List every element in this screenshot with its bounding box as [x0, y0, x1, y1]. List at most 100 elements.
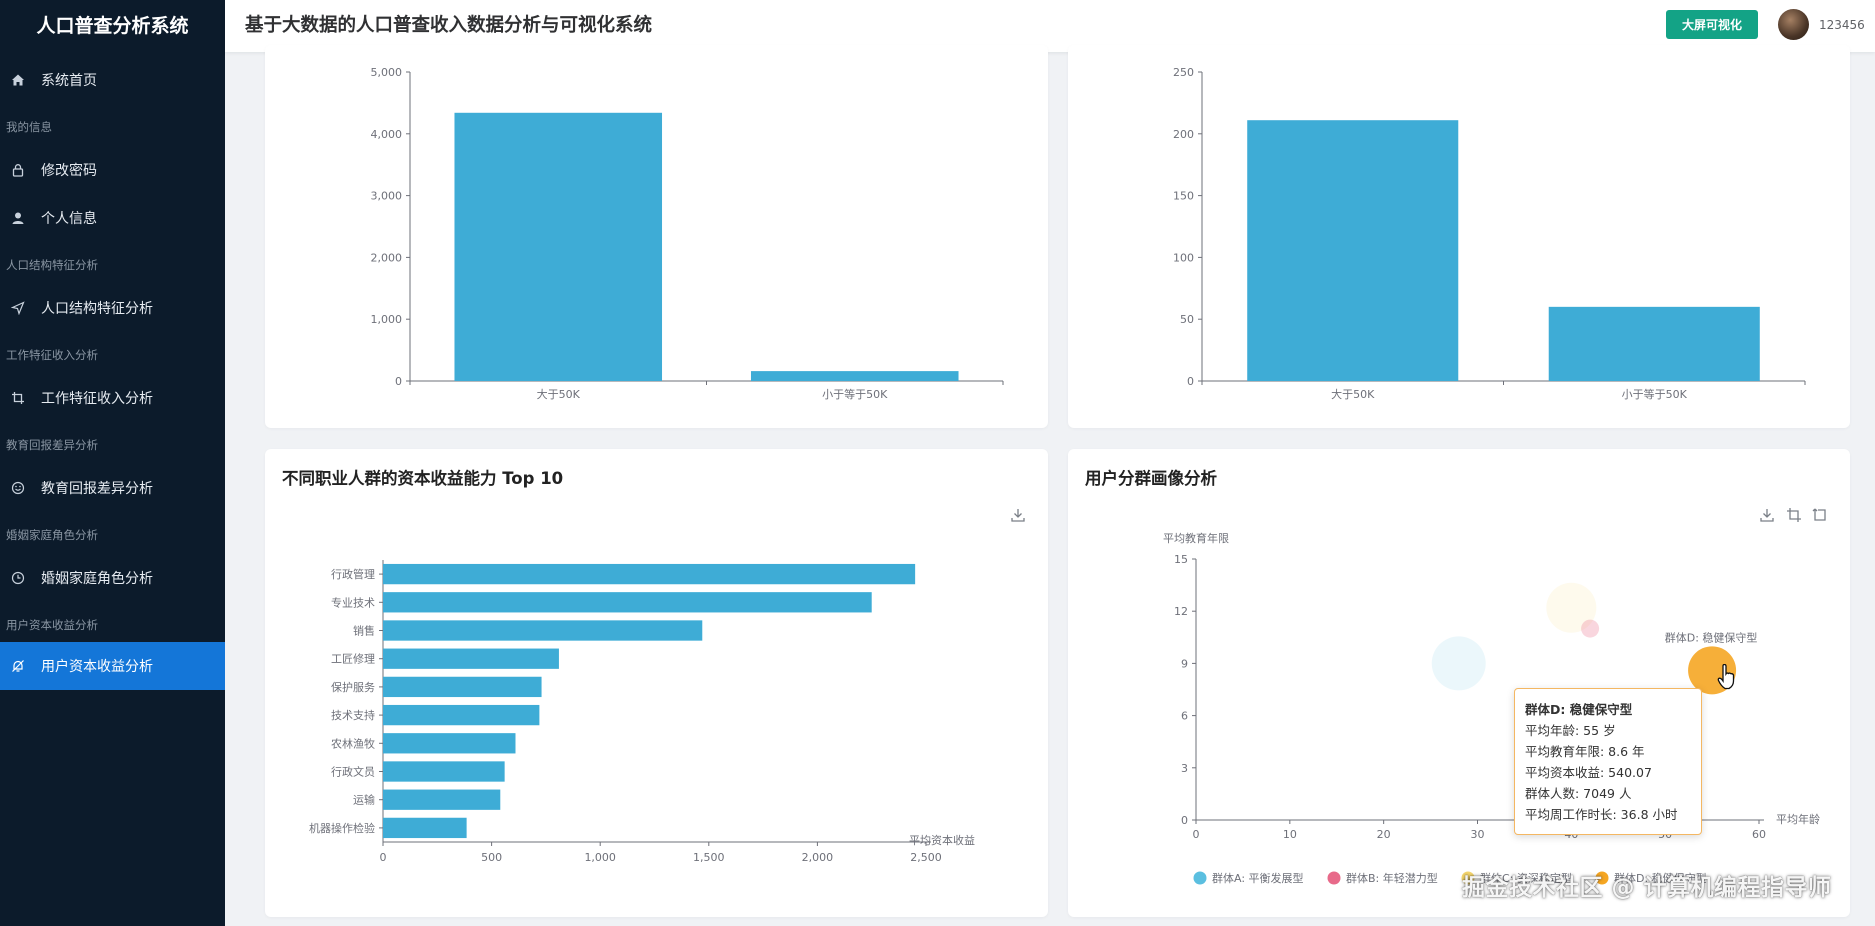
zoom-reset-icon[interactable]: [1811, 507, 1827, 523]
y-tick-label: 0: [1181, 814, 1188, 827]
bubble-point: [1431, 636, 1486, 691]
x-tick-label: 30: [1471, 828, 1485, 841]
download-icon[interactable]: [1010, 507, 1026, 523]
y-tick-label: 3: [1181, 762, 1188, 775]
bar: [750, 371, 959, 381]
tooltip-line: 平均资本收益: 540.07: [1525, 765, 1652, 780]
watermark: 掘金技术社区 @ 计算机编程指导师: [1462, 875, 1832, 901]
big-screen-button[interactable]: 大屏可视化: [1666, 10, 1758, 39]
x-axis-title: 平均资本收益: [909, 833, 975, 847]
sidebar-group-label: 教育回报差异分析: [6, 438, 98, 452]
sidebar-item-label: 人口结构特征分析: [41, 301, 153, 317]
sidebar-item-work[interactable]: 工作特征收入分析: [0, 375, 225, 421]
y-tick-label: 技术支持: [331, 708, 375, 722]
user-icon: [10, 210, 26, 226]
sidebar-item-change-password[interactable]: 修改密码: [0, 147, 225, 193]
sidebar-item-label: 修改密码: [41, 163, 97, 179]
send-icon: [10, 300, 26, 316]
chart-card-income-count: 0 1,000 2,000 3,000 4,000 5,000 大于50K 小于等于50K: [265, 45, 1048, 428]
chart-card-income-hours: 0 50 100 150 200 250 大于50K 小于等于50K: [1068, 45, 1850, 428]
sidebar-item-education[interactable]: 教育回报差异分析: [0, 465, 225, 511]
y-tick-label: 15: [1174, 553, 1188, 566]
x-axis-title: 平均年龄: [1776, 812, 1820, 826]
tooltip-line: 平均教育年限: 8.6 年: [1525, 744, 1645, 759]
y-tick-label: 50: [1180, 313, 1194, 326]
y-tick-label: 机器操作检验: [309, 821, 375, 835]
sidebar-group-label: 婚姻家庭角色分析: [6, 528, 98, 542]
chart-card-occupation: 不同职业人群的资本收益能力 Top 10 0 500 1,000 1,500 2,000…: [265, 449, 1048, 917]
legend-marker: [1595, 871, 1609, 885]
bubble-point: [1581, 619, 1600, 638]
x-tick-label: 小于等于50K: [1622, 387, 1688, 401]
download-icon[interactable]: [1759, 507, 1775, 523]
x-tick-label: 0: [1193, 828, 1200, 841]
lock-icon: [10, 162, 26, 178]
legend-label: 群体B: 年轻潜力型: [1346, 871, 1438, 885]
bar: [383, 676, 542, 698]
bar-chart-income-count: 0 1,000 2,000 3,000 4,000 5,000 大于50K 小于等于50K: [371, 66, 1004, 401]
y-tick-label: 农林渔牧: [331, 736, 375, 750]
top-header: 基于大数据的人口普查收入数据分析与可视化系统 大屏可视化 123456: [225, 0, 1875, 52]
sidebar-group-label: 用户资本收益分析: [6, 618, 98, 632]
sidebar-item-population[interactable]: 人口结构特征分析: [0, 285, 225, 331]
bar: [383, 620, 703, 641]
bar: [383, 789, 501, 810]
legend-label: 群体C: 资深稳定型: [1480, 871, 1572, 885]
sidebar-item-label: 工作特征收入分析: [41, 391, 153, 407]
x-tick-label: 大于50K: [537, 387, 581, 401]
sidebar-item-label: 用户资本收益分析: [41, 659, 153, 675]
y-tick-label: 5,000: [371, 66, 403, 79]
x-tick-label: 大于50K: [1331, 387, 1375, 401]
y-tick-label: 行政文员: [331, 765, 375, 779]
y-tick-label: 6: [1181, 710, 1188, 723]
chart-title: 不同职业人群的资本收益能力 Top 10: [282, 469, 564, 488]
crop-icon: [10, 390, 26, 406]
x-tick-label: 小于等于50K: [822, 387, 888, 401]
y-tick-label: 2,000: [371, 251, 403, 264]
bar: [383, 817, 467, 839]
x-tick-label: 10: [1283, 828, 1297, 841]
username[interactable]: 123456: [1819, 18, 1865, 32]
y-tick-label: 工匠修理: [331, 652, 375, 666]
sidebar: 人口普查分析系统 系统首页 我的信息 修改密码 个人信息 人口结构特征分析 人口…: [0, 0, 225, 926]
bar: [454, 112, 663, 382]
x-tick-label: 2,000: [802, 851, 834, 864]
bar: [1247, 120, 1459, 381]
smile-icon: [10, 480, 26, 496]
sidebar-group-label: 我的信息: [6, 120, 52, 134]
tooltip-line: 平均周工作时长: 36.8 小时: [1525, 807, 1678, 822]
y-tick-label: 9: [1181, 657, 1188, 670]
y-tick-label: 行政管理: [331, 567, 375, 581]
bar-chart-income-hours: 0 50 100 150 200 250 大于50K 小于等于50K: [1173, 66, 1806, 401]
avatar[interactable]: [1778, 9, 1809, 40]
sidebar-item-home[interactable]: 系统首页: [0, 57, 225, 103]
scatter-chart-segmentation: 平均教育年限平均年龄036912150102030405060群体D: 稳健保守…: [1163, 531, 1820, 885]
bar: [383, 704, 540, 726]
y-tick-label: 0: [1187, 375, 1194, 388]
bar: [383, 592, 872, 613]
clock-icon: [10, 570, 26, 586]
bell-off-icon: [10, 658, 26, 674]
y-tick-label: 专业技术: [331, 595, 375, 609]
bar: [383, 563, 916, 585]
y-tick-label: 250: [1173, 66, 1194, 79]
x-tick-label: 500: [481, 851, 502, 864]
y-tick-label: 运输: [353, 793, 375, 807]
sidebar-group-label: 人口结构特征分析: [6, 258, 98, 272]
y-tick-label: 销售: [353, 624, 375, 638]
sidebar-item-profile[interactable]: 个人信息: [0, 195, 225, 241]
zoom-select-icon[interactable]: [1786, 507, 1802, 523]
bar: [383, 648, 559, 669]
brand-logo: 人口普查分析系统: [36, 15, 189, 37]
sidebar-item-label: 个人信息: [41, 211, 97, 227]
legend-marker: [1461, 871, 1475, 885]
x-tick-label: 1,000: [584, 851, 616, 864]
sidebar-item-label: 婚姻家庭角色分析: [41, 571, 153, 587]
sidebar-group-label: 工作特征收入分析: [6, 348, 98, 362]
legend-label: 群体D: 稳健保守型: [1614, 871, 1707, 885]
sidebar-item-marriage[interactable]: 婚姻家庭角色分析: [0, 555, 225, 601]
x-tick-label: 1,500: [693, 851, 725, 864]
sidebar-item-label: 系统首页: [41, 73, 97, 89]
sidebar-item-capital[interactable]: 用户资本收益分析: [0, 642, 225, 690]
chart-tooltip: 群体D: 稳健保守型 平均年龄: 55 岁 平均教育年限: 8.6 年 平均资本…: [1514, 688, 1702, 835]
